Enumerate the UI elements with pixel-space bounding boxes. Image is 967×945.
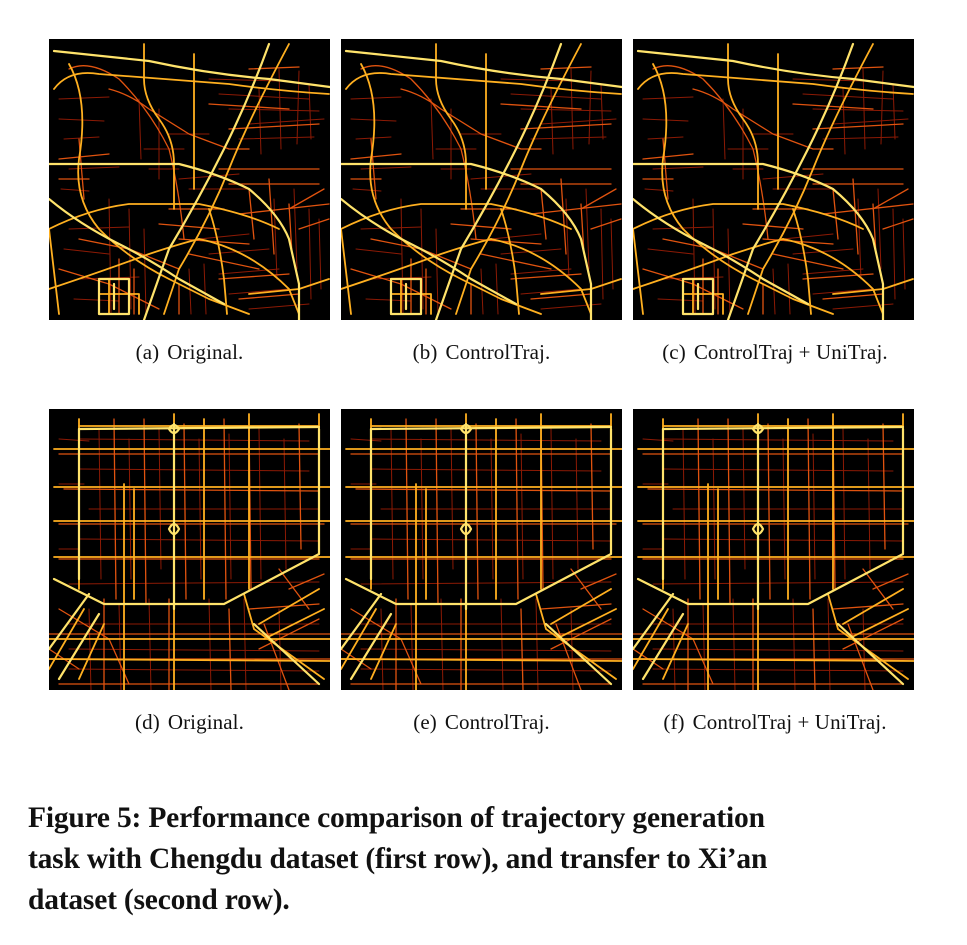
subcaption-label: (d) [135, 710, 160, 734]
figure-caption-line: Figure 5: Performance comparison of traj… [28, 802, 765, 834]
subcaption-title: ControlTraj + UniTraj. [693, 340, 888, 364]
heatmap-panel-c-chengdu-controltraj-unitraj [633, 39, 914, 320]
subcaption-label: (a) [135, 340, 160, 364]
heatmap-panel-f-xian-controltraj-unitraj [633, 409, 914, 690]
road-heatmap-image [341, 412, 622, 690]
subcaption-title: ControlTraj. [445, 340, 551, 364]
subcaption-d: (d) Original. [49, 710, 330, 735]
road-heatmap-image [49, 412, 330, 690]
subcaption-label: (b) [412, 340, 438, 364]
subcaption-title: Original. [167, 710, 244, 734]
road-heatmap-image [633, 412, 914, 690]
subcaption-c: (c) ControlTraj + UniTraj. [620, 340, 930, 365]
figure-caption-line: task with Chengdu dataset (first row), a… [28, 843, 768, 875]
heatmap-panel-a-chengdu-original [49, 39, 330, 320]
heatmap-panel-e-xian-controltraj [341, 409, 622, 690]
road-heatmap-image [49, 42, 330, 320]
heatmap-panel-b-chengdu-controltraj [341, 39, 622, 320]
subcaption-label: (e) [413, 710, 437, 734]
figure-caption: Figure 5: Performance comparison of traj… [28, 798, 943, 921]
subcaption-e: (e) ControlTraj. [341, 710, 622, 735]
subcaption-title: ControlTraj + UniTraj. [692, 710, 887, 734]
heatmap-panel-d-xian-original [49, 409, 330, 690]
subcaption-label: (f) [663, 710, 685, 734]
subcaption-a: (a) Original. [49, 340, 330, 365]
figure-caption-line: dataset (second row). [28, 884, 290, 916]
subcaption-title: ControlTraj. [444, 710, 550, 734]
road-heatmap-image [633, 42, 914, 320]
subcaption-title: Original. [167, 340, 244, 364]
road-heatmap-image [341, 42, 622, 320]
subcaption-label: (c) [662, 340, 686, 364]
subcaption-b: (b) ControlTraj. [341, 340, 622, 365]
subcaption-f: (f) ControlTraj + UniTraj. [620, 710, 930, 735]
